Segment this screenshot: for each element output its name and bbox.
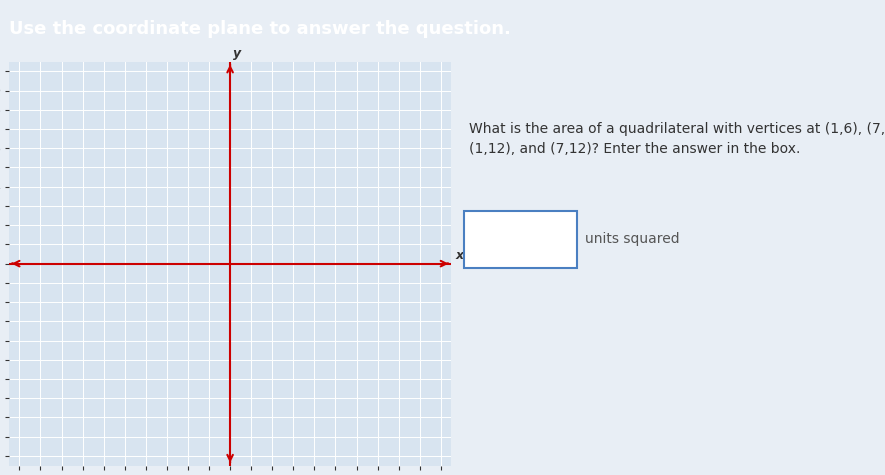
Text: y: y: [234, 47, 242, 60]
Text: What is the area of a quadrilateral with vertices at (1,6), (7,6),
(1,12), and (: What is the area of a quadrilateral with…: [468, 123, 885, 156]
FancyBboxPatch shape: [465, 211, 577, 268]
Text: x: x: [456, 249, 464, 262]
Text: units squared: units squared: [585, 232, 680, 247]
Text: Use the coordinate plane to answer the question.: Use the coordinate plane to answer the q…: [9, 19, 511, 38]
